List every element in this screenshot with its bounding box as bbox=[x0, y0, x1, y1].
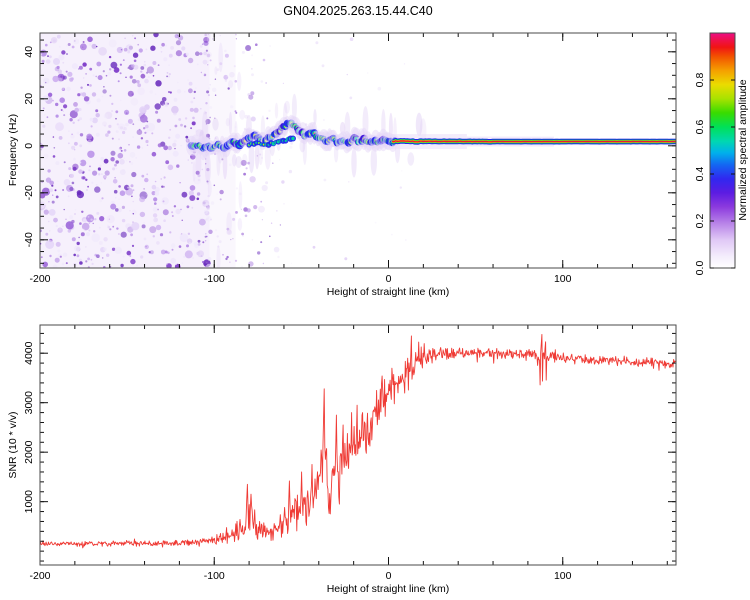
svg-text:2000: 2000 bbox=[23, 440, 35, 464]
page-title: GN04.2025.263.15.44.C40 bbox=[283, 4, 433, 18]
svg-text:-100: -100 bbox=[204, 570, 225, 582]
svg-text:0: 0 bbox=[386, 273, 392, 285]
svg-text:-200: -200 bbox=[29, 273, 50, 285]
frequency-axis-label: Frequency (Hz) bbox=[7, 113, 19, 187]
snr-axis-label: SNR (10 * v/v) bbox=[7, 411, 19, 479]
svg-text:0.0: 0.0 bbox=[694, 261, 706, 276]
svg-text:-100: -100 bbox=[204, 273, 225, 285]
svg-text:0.8: 0.8 bbox=[694, 73, 706, 88]
svg-text:-20: -20 bbox=[23, 185, 35, 200]
height-axis-label-top: Height of straight line (km) bbox=[326, 286, 450, 298]
height-axis-label-bottom: Height of straight line (km) bbox=[326, 583, 450, 595]
svg-text:0.4: 0.4 bbox=[694, 167, 706, 182]
svg-text:100: 100 bbox=[554, 570, 572, 582]
svg-text:3000: 3000 bbox=[23, 391, 35, 415]
svg-text:0: 0 bbox=[386, 570, 392, 582]
spectrogram-signal-track bbox=[186, 93, 676, 185]
svg-text:20: 20 bbox=[23, 93, 35, 105]
svg-text:100: 100 bbox=[554, 273, 572, 285]
svg-text:0.6: 0.6 bbox=[694, 120, 706, 135]
colorbar-label: Normalized spectral amplitude bbox=[737, 79, 749, 221]
svg-text:1000: 1000 bbox=[23, 490, 35, 514]
svg-text:0: 0 bbox=[23, 143, 35, 149]
colorbar: 0.0 0.2 0.4 0.6 0.8 bbox=[694, 32, 736, 276]
svg-text:-200: -200 bbox=[29, 570, 50, 582]
svg-text:4000: 4000 bbox=[23, 341, 35, 365]
snr-trace bbox=[40, 333, 676, 549]
svg-text:0.2: 0.2 bbox=[694, 214, 706, 229]
svg-text:-40: -40 bbox=[23, 232, 35, 247]
svg-text:40: 40 bbox=[23, 46, 35, 58]
snr-axes: -200 -100 0 100 1000 2000 3000 4000 bbox=[23, 324, 677, 582]
